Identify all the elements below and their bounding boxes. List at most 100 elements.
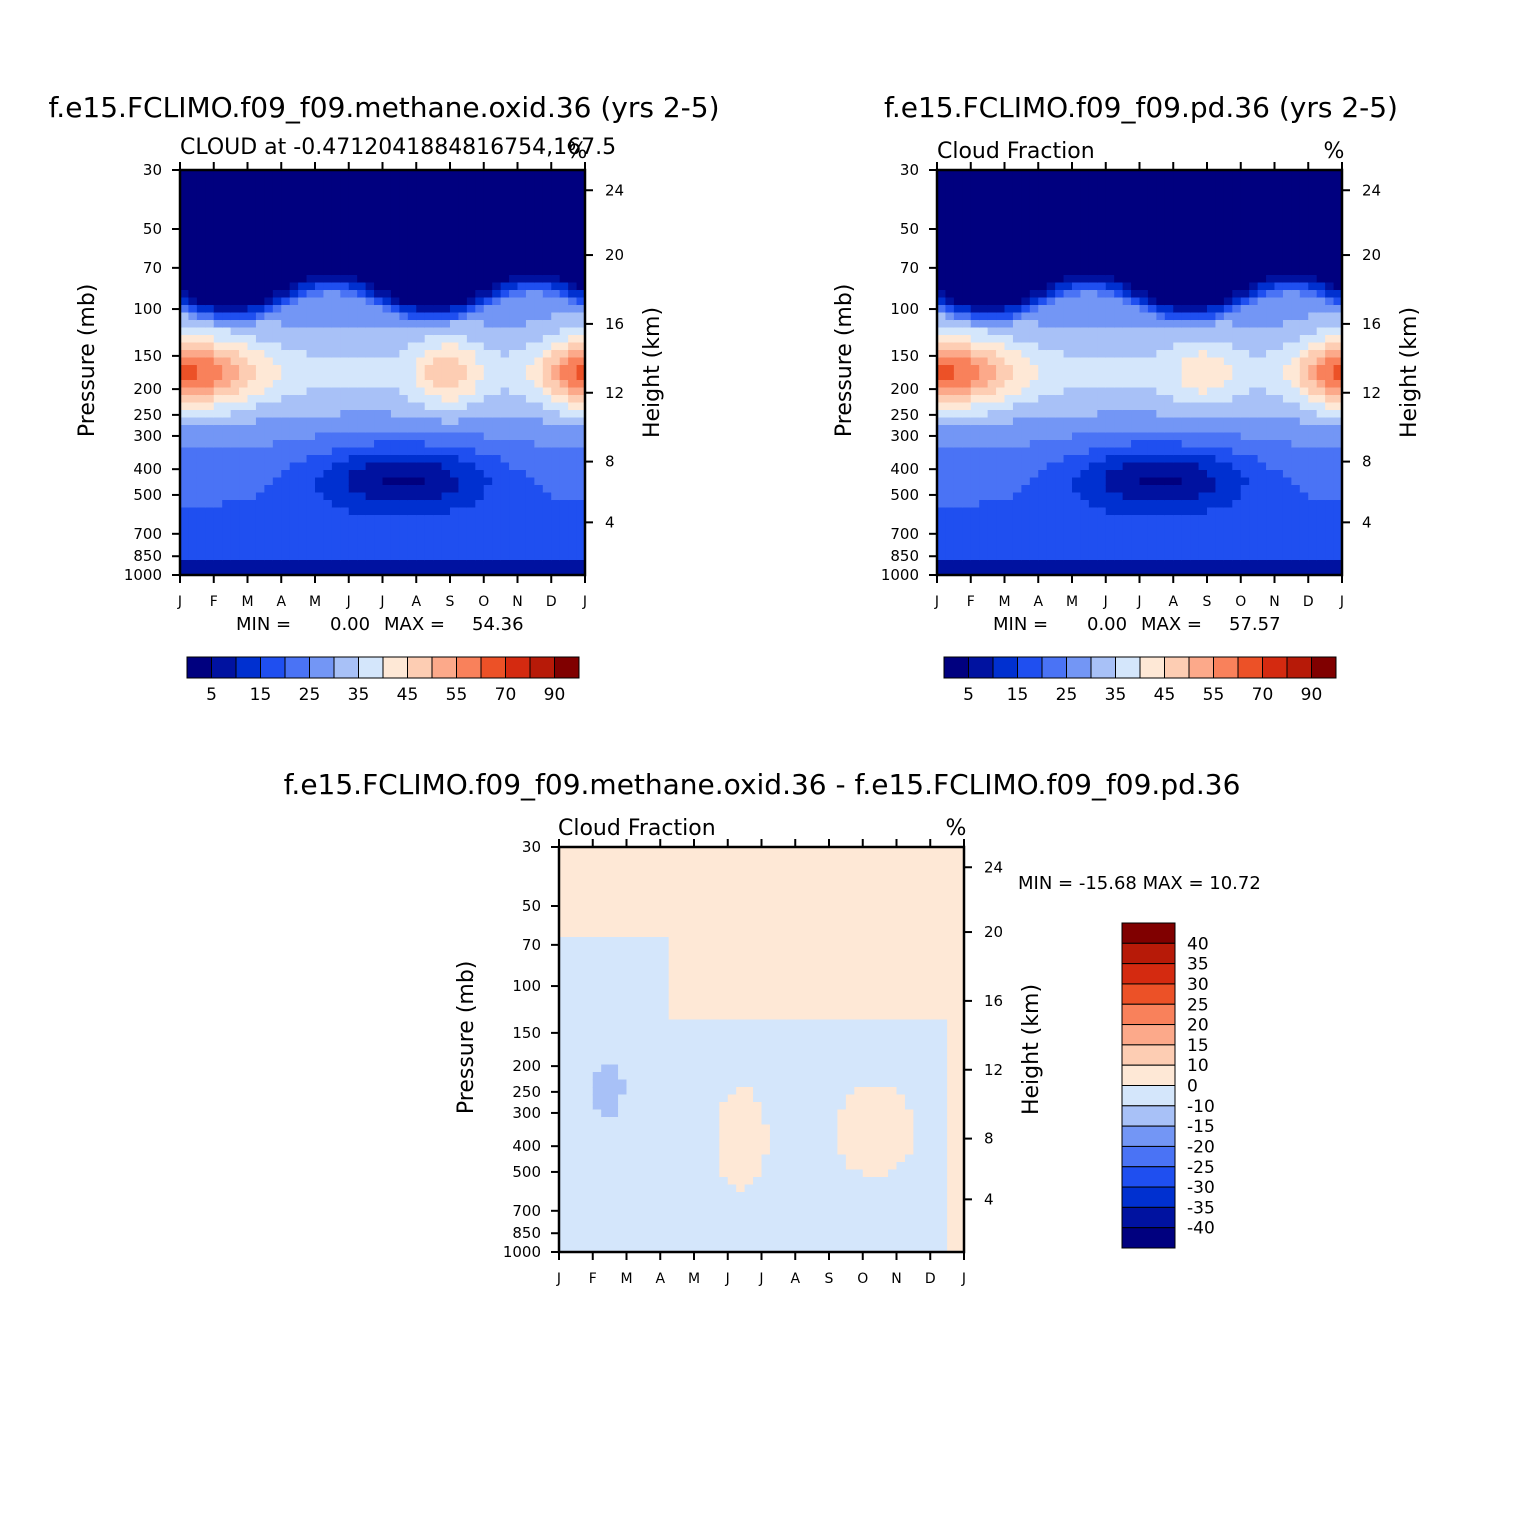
panel1-contour-cell [399, 455, 409, 464]
panel2-contour-cell [987, 552, 997, 561]
panel1-contour-cell [264, 455, 274, 464]
panel1-contour-cell [264, 350, 274, 359]
panel1-contour-cell [222, 200, 232, 209]
panel1-contour-cell [188, 507, 198, 516]
panel2-contour-cell [1038, 560, 1048, 569]
panel2-contour-cell [1122, 305, 1132, 314]
panel1-contour-cell [213, 200, 223, 209]
panel2-contour-cell [1240, 462, 1250, 471]
panel1-contour-cell [196, 267, 206, 276]
panel1-contour-cell [450, 530, 460, 539]
panel2-contour-cell [1223, 275, 1233, 284]
panel2-contour-cell [1055, 305, 1065, 314]
panel2-contour-cell [1063, 327, 1073, 336]
panel2-contour-cell [996, 395, 1006, 404]
panel1-contour-cell [374, 207, 384, 216]
panel2-contour-cell [1190, 335, 1200, 344]
panel1-contour-cell [298, 200, 308, 209]
panel1-contour-cell [416, 335, 426, 344]
panel1-contour-cell [272, 192, 282, 201]
panel1-contour-cell [390, 252, 400, 261]
panel1-contour-cell [559, 477, 569, 486]
panel2-contour-cell [1190, 455, 1200, 464]
panel1-contour-cell [399, 282, 409, 291]
panel2-contour-cell [1122, 185, 1132, 194]
panel2-contour-cell [1131, 222, 1141, 231]
panel2-contour-cell [1114, 507, 1124, 516]
panel1-contour-cell [475, 245, 485, 254]
panel2-contour-cell [1215, 327, 1225, 336]
panel2-contour-cell [1249, 335, 1259, 344]
panel2-contour-cell [1282, 515, 1292, 524]
panel1-contour-cell [551, 530, 561, 539]
panel1-contour-cell [205, 275, 215, 284]
panel1-contour-cell [424, 477, 434, 486]
panel1-contour-cell [205, 297, 215, 306]
panel2-contour-cell [1291, 335, 1301, 344]
panel2-contour-cell [1004, 200, 1014, 209]
panel1-contour-cell [247, 417, 257, 426]
panel2-contour-cell [1190, 485, 1200, 494]
panel2-contour-cell [1240, 470, 1250, 479]
panel1-contour-cell [239, 440, 249, 449]
panel2-contour-cell [945, 402, 955, 411]
panel1-contour-cell [424, 275, 434, 284]
panel1-contour-cell [517, 515, 527, 524]
panel2-contour-cell [1173, 515, 1183, 524]
panel1-contour-cell [239, 222, 249, 231]
panel2-contour-cell [1055, 327, 1065, 336]
panel2-contour-cell [1207, 267, 1217, 276]
panel1-contour-cell [534, 335, 544, 344]
panel2-contour-cell [1173, 282, 1183, 291]
panel2-contour-cell [1181, 200, 1191, 209]
panel2-contour-cell [1282, 282, 1292, 291]
panel1-contour-cell [551, 470, 561, 479]
panel1-contour-cell [188, 282, 198, 291]
panel2-contour-cell [1097, 410, 1107, 419]
panel2-contour-cell [1147, 207, 1157, 216]
panel1-contour-cell [399, 327, 409, 336]
panel2-contour-cell [1249, 365, 1259, 374]
panel2-contour-cell [1114, 185, 1124, 194]
panel1-contour-cell [374, 342, 384, 351]
panel1-contour-cell [213, 485, 223, 494]
panel1-contour-cell [281, 222, 291, 231]
panel1-contour-cell [239, 207, 249, 216]
panel1-contour-cell [247, 252, 257, 261]
panel2-contour-cell [1004, 560, 1014, 569]
panel2-contour-cell [1274, 372, 1284, 381]
panel1-contour-cell [230, 545, 240, 554]
panel2-contour-cell [1282, 372, 1292, 381]
panel1-contour-cell [433, 387, 443, 396]
panel2-contour-cell [1139, 455, 1149, 464]
panel2-contour-cell [996, 560, 1006, 569]
panel2-contour-cell [1198, 200, 1208, 209]
panel1-contour-cell [534, 455, 544, 464]
panel1-contour-cell [517, 177, 527, 186]
panel1-contour-cell [559, 207, 569, 216]
panel2-contour-cell [1038, 462, 1048, 471]
panel1-contour-cell [315, 230, 325, 239]
panel1-contour-cell [433, 260, 443, 269]
panel1-contour-cell [458, 432, 468, 441]
panel2-contour-cell [1072, 440, 1082, 449]
panel1-contour-cell [475, 342, 485, 351]
panel2-contour-cell [1114, 522, 1124, 531]
panel2-contour-cell [1156, 170, 1166, 179]
panel1-contour-cell [424, 522, 434, 531]
panel1-contour-cell [222, 320, 232, 329]
panel1-contour-cell [551, 297, 561, 306]
panel1-contour-cell [247, 365, 257, 374]
panel1-contour-cell [525, 185, 535, 194]
panel1-contour-cell [205, 372, 215, 381]
panel2-contour-cell [1139, 395, 1149, 404]
panel1-contour-cell [475, 335, 485, 344]
panel2-contour-cell [1190, 192, 1200, 201]
panel1-contour-cell [517, 507, 527, 516]
panel1-contour-cell [551, 515, 561, 524]
panel1-contour-cell [517, 320, 527, 329]
panel2-contour-cell [1080, 372, 1090, 381]
panel1-contour-cell [289, 380, 299, 389]
panel1-contour-cell [492, 170, 502, 179]
panel1-contour-cell [416, 192, 426, 201]
